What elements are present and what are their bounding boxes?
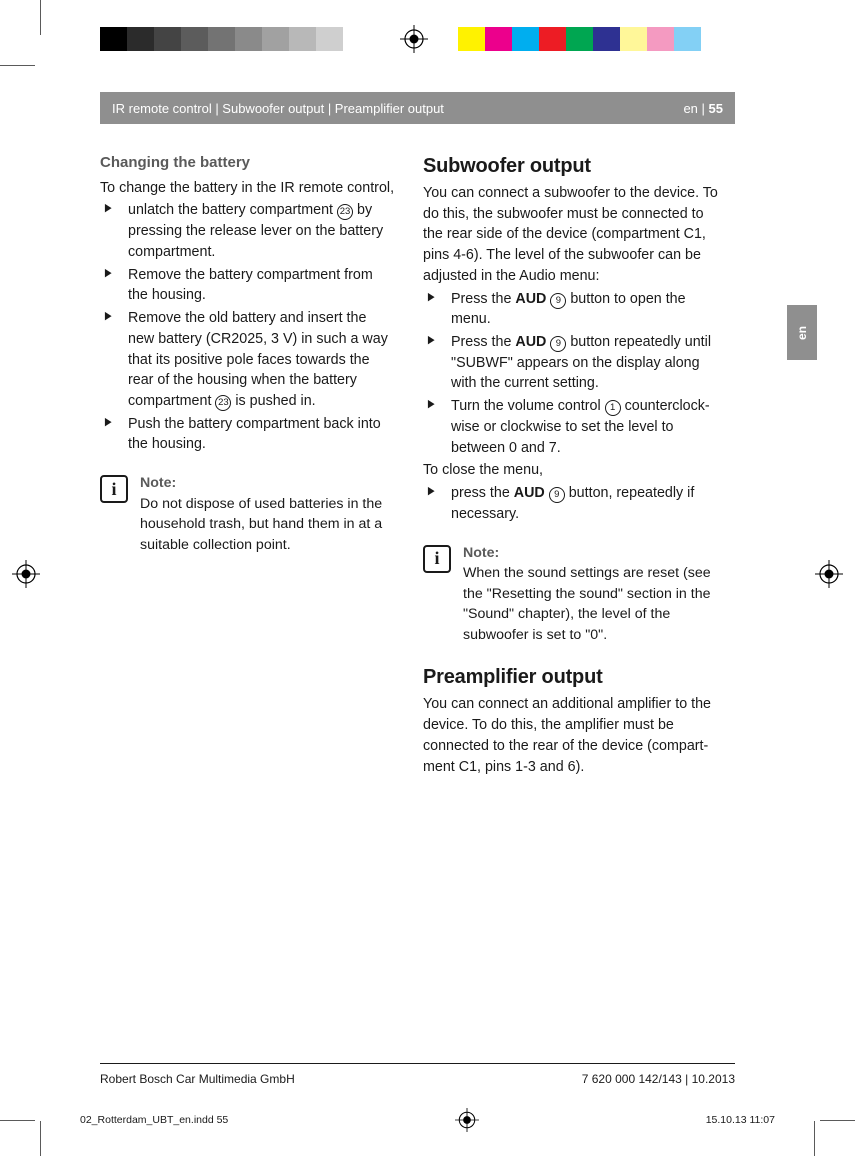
color-swatch <box>593 27 620 51</box>
footer-docnum: 7 620 000 142/143 | 10.2013 <box>582 1072 735 1086</box>
note-block: i Note: Do not dispose of used batteries… <box>100 473 395 555</box>
note-body: When the sound settings are reset (see t… <box>463 563 718 645</box>
close-menu-intro: To close the menu, <box>423 460 718 481</box>
ref-1: 1 <box>605 400 621 416</box>
list-item: Remove the old battery and insert the ne… <box>100 308 395 412</box>
color-swatch <box>701 27 728 51</box>
close-menu-steps: press the AUD 9 button, repeatedly if ne… <box>423 483 718 524</box>
language-tab-label: en <box>795 325 809 339</box>
battery-steps-list: unlatch the battery compartment 23 by pr… <box>100 200 395 455</box>
list-item: Turn the volume control 1 counterclock­w… <box>423 396 718 458</box>
list-item: Push the battery compartment back into t… <box>100 414 395 455</box>
subwoofer-steps-list: Press the AUD 9 button to open the menu.… <box>423 289 718 459</box>
color-swatches <box>458 27 728 51</box>
crop-mark-br <box>795 1091 845 1141</box>
ref-9: 9 <box>550 336 566 352</box>
color-swatch <box>674 27 701 51</box>
color-swatch <box>566 27 593 51</box>
grey-swatch <box>289 27 316 51</box>
page-footer: Robert Bosch Car Multimedia GmbH 7 620 0… <box>100 1063 735 1086</box>
color-swatch <box>647 27 674 51</box>
list-item: Press the AUD 9 button repeatedly until … <box>423 332 718 394</box>
breadcrumb: IR remote control | Subwoofer output | P… <box>112 101 444 116</box>
crop-mark-bl <box>10 1091 60 1141</box>
list-item: press the AUD 9 button, repeatedly if ne… <box>423 483 718 524</box>
ref-9: 9 <box>549 487 565 503</box>
indesign-imprint: 02_Rotterdam_UBT_en.indd 55 15.10.13 11:… <box>80 1106 775 1134</box>
heading-preamp-output: Preamplifier output <box>423 663 718 692</box>
list-item: Press the AUD 9 button to open the menu. <box>423 289 718 330</box>
footer-company: Robert Bosch Car Multimedia GmbH <box>100 1072 295 1086</box>
list-item: Remove the battery compartment from the … <box>100 265 395 306</box>
note-title: Note: <box>463 543 718 564</box>
color-swatch <box>512 27 539 51</box>
grey-swatch <box>208 27 235 51</box>
registration-mark-icon <box>815 560 843 588</box>
crop-mark-tl <box>10 60 60 110</box>
greyscale-swatches <box>100 27 370 51</box>
color-swatch <box>485 27 512 51</box>
heading-changing-battery: Changing the battery <box>100 152 395 174</box>
page-number: en | 55 <box>683 101 723 116</box>
note-title: Note: <box>140 473 395 494</box>
left-column: Changing the battery To change the batte… <box>100 152 395 779</box>
grey-swatch <box>343 27 370 51</box>
grey-swatch <box>181 27 208 51</box>
right-column: Subwoofer output You can connect a subwo… <box>423 152 718 779</box>
intro-text: To change the battery in the IR remote c… <box>100 178 395 199</box>
note-body: Do not dispose of used batteries in the … <box>140 494 395 556</box>
imprint-file: 02_Rotterdam_UBT_en.indd 55 <box>80 1114 228 1126</box>
grey-swatch <box>235 27 262 51</box>
ref-23: 23 <box>215 395 231 411</box>
subwoofer-intro: You can connect a subwoofer to the devic… <box>423 183 718 287</box>
heading-subwoofer-output: Subwoofer output <box>423 152 718 181</box>
preamp-body: You can connect an additional amplifier … <box>423 694 718 777</box>
imprint-timestamp: 15.10.13 11:07 <box>706 1114 775 1126</box>
color-swatch <box>539 27 566 51</box>
info-icon: i <box>423 545 451 573</box>
language-tab: en <box>787 305 817 360</box>
grey-swatch <box>316 27 343 51</box>
grey-swatch <box>154 27 181 51</box>
grey-swatch <box>262 27 289 51</box>
registration-mark-icon <box>400 25 428 53</box>
list-item: unlatch the battery compartment 23 by pr… <box>100 200 395 262</box>
registration-mark-icon <box>453 1106 481 1134</box>
ref-9: 9 <box>550 293 566 309</box>
color-swatch <box>620 27 647 51</box>
info-icon: i <box>100 475 128 503</box>
color-swatch <box>458 27 485 51</box>
grey-swatch <box>100 27 127 51</box>
note-block: i Note: When the sound settings are rese… <box>423 543 718 646</box>
registration-mark-icon <box>12 560 40 588</box>
printer-colorbar-row <box>0 23 855 55</box>
page-header-bar: IR remote control | Subwoofer output | P… <box>100 92 735 124</box>
grey-swatch <box>127 27 154 51</box>
ref-23: 23 <box>337 204 353 220</box>
